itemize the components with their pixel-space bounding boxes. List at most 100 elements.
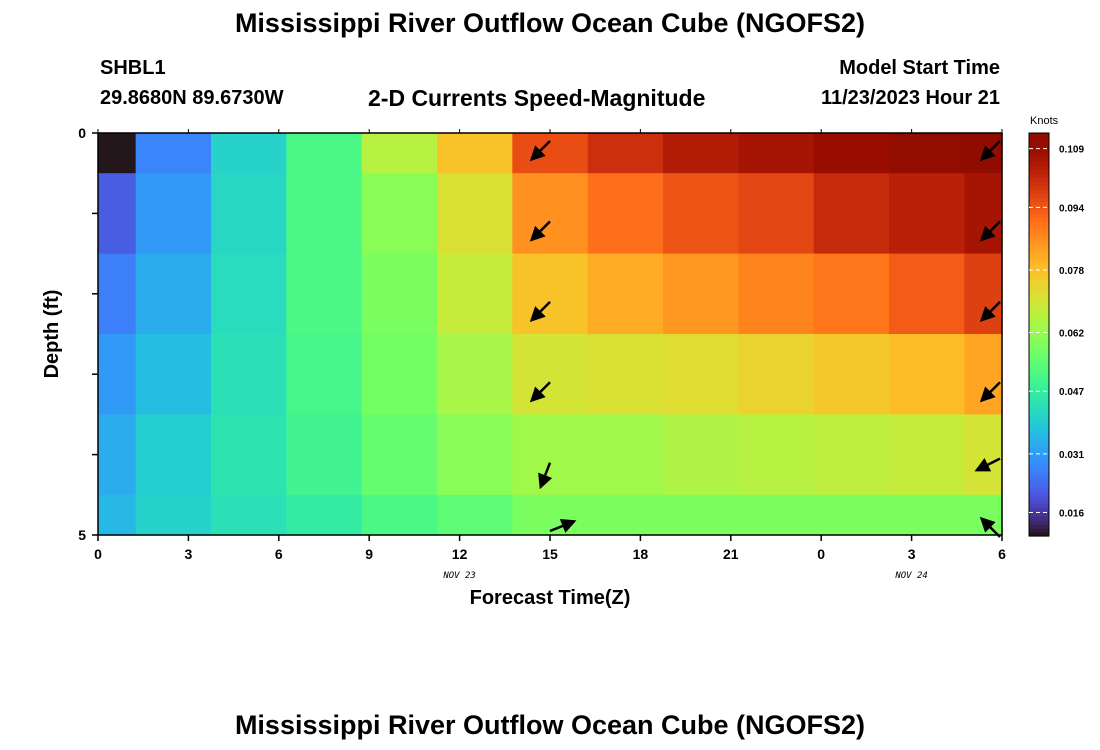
colorbar-swatch [1029, 435, 1049, 440]
colorbar-swatch [1029, 318, 1049, 324]
colorbar-swatch [1029, 257, 1049, 263]
colorbar-swatch [1029, 133, 1049, 138]
heatmap-cell [361, 133, 438, 174]
colorbar-swatch [1029, 197, 1049, 203]
current-vector [529, 140, 551, 162]
colorbar-swatch [1029, 193, 1049, 199]
heatmap-cell [964, 253, 1003, 335]
colorbar-swatch [1029, 519, 1049, 525]
heatmap-cell [587, 133, 664, 174]
heatmap-cell [663, 133, 739, 174]
colorbar-tick-label: 0.031 [1059, 450, 1084, 461]
colorbar: 0.016 0.031 0.047 0.062 0.078 0.094 0.109 [1028, 132, 1084, 537]
colorbar-swatch [1029, 209, 1049, 215]
heatmap-cell [889, 414, 965, 496]
colorbar-swatch [1029, 282, 1049, 287]
heatmap-cell [135, 334, 212, 415]
heatmap-cell [98, 253, 137, 335]
colorbar-swatch [1029, 483, 1049, 489]
colorbar-swatch [1029, 503, 1049, 509]
current-vectors [529, 140, 1001, 538]
current-vector [974, 457, 1001, 472]
colorbar-swatch [1029, 390, 1049, 396]
heatmap-cell [286, 414, 363, 496]
colorbar-swatch [1029, 459, 1049, 465]
colorbar-swatch [1029, 177, 1049, 182]
colorbar-swatch [1029, 531, 1049, 537]
heatmap-cell [964, 334, 1003, 415]
colorbar-swatch [1029, 431, 1049, 436]
colorbar-swatch [1029, 217, 1049, 223]
heatmap-cell [512, 253, 589, 335]
colorbar-swatch [1029, 394, 1049, 400]
colorbar-swatch [1029, 374, 1049, 380]
current-vector [979, 516, 1001, 538]
model-start-value: 11/23/2023 Hour 21 [820, 87, 1000, 109]
heatmap-cell [738, 173, 815, 255]
colorbar-tick-label: 0.109 [1059, 145, 1084, 156]
x-tick-label: 9 [365, 546, 373, 562]
heatmap-cell [211, 173, 287, 255]
current-vector [549, 519, 577, 533]
colorbar-tick-label: 0.062 [1059, 329, 1084, 340]
colorbar-swatch [1029, 286, 1049, 291]
colorbar-swatch [1029, 366, 1049, 372]
colorbar-swatch [1029, 278, 1049, 283]
heatmap-cell [813, 494, 890, 536]
colorbar-swatch [1029, 241, 1049, 247]
heatmap-cell [512, 133, 589, 174]
x-tick-label: 3 [908, 546, 916, 562]
x-tick-label: 0 [817, 546, 825, 562]
x-tick-label: 6 [275, 546, 283, 562]
heatmap-cell [738, 334, 815, 415]
colorbar-swatch [1029, 403, 1049, 408]
colorbar-swatch [1029, 415, 1049, 420]
y-axis: 05 [78, 125, 98, 543]
model-start-label: Model Start Time [839, 57, 1000, 79]
colorbar-swatch [1029, 181, 1049, 186]
heatmap-cell [211, 414, 287, 496]
heatmap-cell [587, 494, 664, 536]
colorbar-swatch [1029, 334, 1049, 340]
heatmap-cell [211, 334, 287, 415]
heatmap-cell [98, 334, 137, 415]
colorbar-swatch [1029, 386, 1049, 392]
heatmap-cell [738, 414, 815, 496]
heatmap-cell [361, 173, 438, 255]
heatmap-cell [813, 414, 890, 496]
colorbar-swatch [1029, 173, 1049, 178]
colorbar-swatch [1029, 419, 1049, 424]
current-vector [979, 300, 1001, 322]
colorbar-swatch [1029, 233, 1049, 239]
colorbar-swatch [1029, 455, 1049, 461]
colorbar-swatch [1029, 225, 1049, 231]
current-vector [979, 140, 1001, 162]
heatmap-cell [437, 253, 513, 335]
colorbar-swatch [1029, 189, 1049, 195]
colorbar-swatch [1029, 342, 1049, 348]
colorbar-swatch [1029, 201, 1049, 207]
heatmap-cell [587, 173, 664, 255]
heatmap-cell [286, 253, 363, 335]
colorbar-tick-label: 0.047 [1059, 387, 1084, 398]
heatmap-cell [98, 494, 137, 536]
heatmap-cell [587, 334, 664, 415]
colorbar-swatch [1029, 338, 1049, 344]
heatmap-cell [663, 414, 739, 496]
heatmap-cell [813, 253, 890, 335]
heatmap-cell [587, 253, 664, 335]
heatmap-cell [135, 253, 212, 335]
heatmap-cell [663, 173, 739, 255]
heatmap-cell [738, 494, 815, 536]
heatmap-cell [889, 494, 965, 536]
colorbar-swatch [1029, 350, 1049, 356]
heatmap-cell [286, 133, 363, 174]
heatmap-cell [286, 494, 363, 536]
heatmap-cell [889, 334, 965, 415]
date-label: NOV 24 [894, 571, 928, 581]
colorbar-swatch [1029, 270, 1049, 275]
heatmap-cell [964, 414, 1003, 496]
colorbar-swatch [1029, 346, 1049, 352]
colorbar-swatch [1029, 205, 1049, 211]
